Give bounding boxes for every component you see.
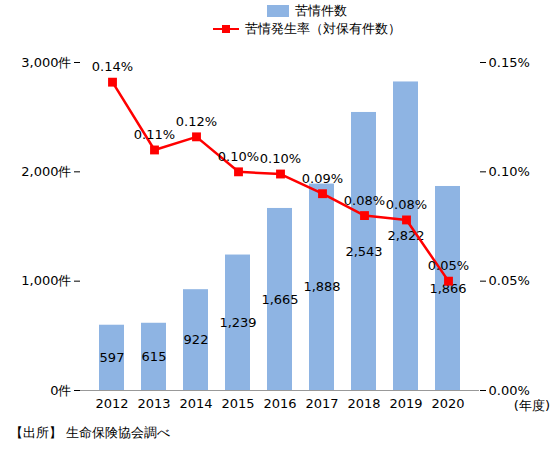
- svg-text:2,822: 2,822: [387, 228, 424, 243]
- svg-text:0.00%: 0.00%: [489, 383, 530, 398]
- html-text:苦情発生率（対保有件数）: 苦情発生率（対保有件数）: [245, 21, 401, 36]
- svg-text:3,000件: 3,000件: [21, 55, 71, 70]
- svg-text:0.09%: 0.09%: [302, 171, 343, 186]
- svg-text:597: 597: [100, 350, 125, 365]
- svg-text:0.08%: 0.08%: [386, 197, 427, 212]
- svg-text:2019: 2019: [389, 396, 422, 411]
- svg-text:0.15%: 0.15%: [489, 55, 530, 70]
- svg-text:2012: 2012: [95, 396, 128, 411]
- svg-text:1,866: 1,866: [429, 280, 467, 296]
- svg-text:1,665: 1,665: [261, 292, 298, 307]
- svg-text:2017: 2017: [305, 396, 338, 411]
- html-text:【出所】 生命保険協会調べ: 【出所】 生命保険協会調べ: [10, 425, 171, 440]
- svg-text:2013: 2013: [137, 396, 170, 411]
- svg-text:0.10%: 0.10%: [260, 151, 301, 166]
- svg-text:0.11%: 0.11%: [134, 127, 175, 142]
- svg-text:1,888: 1,888: [303, 279, 340, 294]
- svg-text:0.10%: 0.10%: [489, 164, 530, 179]
- svg-text:2015: 2015: [221, 396, 254, 411]
- svg-text:2,000件: 2,000件: [21, 164, 71, 179]
- svg-text:1,239: 1,239: [219, 315, 256, 330]
- svg-text:2020: 2020: [431, 396, 464, 411]
- svg-text:0.10%: 0.10%: [218, 149, 259, 164]
- svg-text:2018: 2018: [347, 396, 380, 411]
- svg-text:0.05%: 0.05%: [428, 258, 469, 273]
- svg-text:2016: 2016: [263, 396, 296, 411]
- svg-text:615: 615: [142, 349, 167, 364]
- svg-text:0.12%: 0.12%: [176, 114, 217, 129]
- svg-text:0.14%: 0.14%: [92, 59, 133, 74]
- html-text:苦情件数: 苦情件数: [295, 3, 347, 18]
- svg-text:0件: 0件: [50, 383, 71, 398]
- html-text:(年度): (年度): [513, 398, 550, 413]
- svg-text:2014: 2014: [179, 396, 212, 411]
- svg-text:2,543: 2,543: [345, 244, 382, 259]
- svg-text:1,000件: 1,000件: [21, 273, 71, 288]
- svg-text:0.05%: 0.05%: [489, 273, 530, 288]
- svg-text:922: 922: [184, 332, 209, 347]
- svg-text:0.08%: 0.08%: [344, 193, 385, 208]
